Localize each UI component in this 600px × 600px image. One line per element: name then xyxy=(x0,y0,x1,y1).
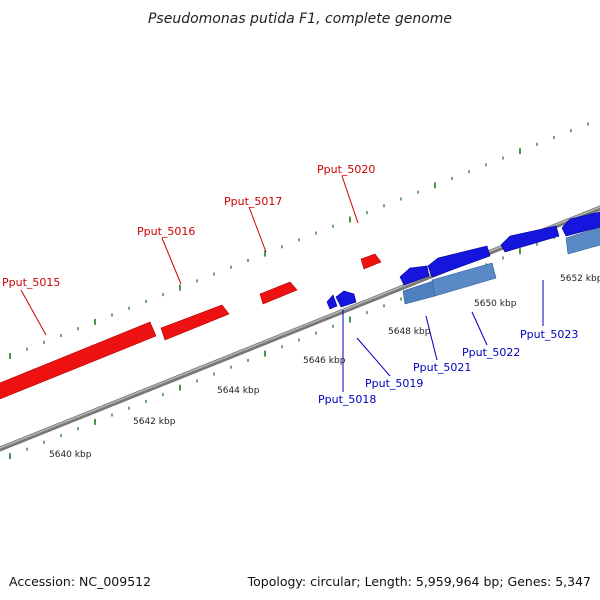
scale-label: 5642 kbp xyxy=(133,417,176,427)
reverse-gene-labels: Pput_5018 Pput_5019 Pput_5021 Pput_5022 … xyxy=(318,280,578,406)
forward-tick-track xyxy=(9,122,589,359)
gene-arrow-pput-5020[interactable] xyxy=(360,253,382,270)
gene-arrow-pput-5022[interactable] xyxy=(427,245,491,278)
gene-label-pput-5021[interactable]: Pput_5021 xyxy=(413,361,471,374)
gene-arrow-pput-5021[interactable] xyxy=(399,265,430,286)
scale-label: 5646 kbp xyxy=(303,356,346,366)
gene-label-pput-5015[interactable]: Pput_5015 xyxy=(2,276,60,289)
gene-arrow-pput-5024[interactable] xyxy=(561,211,600,237)
scale-label: 5640 kbp xyxy=(49,450,92,460)
gene-arrow-pput-5018[interactable] xyxy=(326,294,338,310)
scale-label: 5652 kbp xyxy=(560,274,600,284)
scale-labels: 5640 kbp 5642 kbp 5644 kbp 5646 kbp 5648… xyxy=(49,274,600,460)
reverse-tick-track xyxy=(9,222,589,459)
gene-arrow-pput-5023[interactable] xyxy=(500,225,560,253)
gene-label-pput-5019[interactable]: Pput_5019 xyxy=(365,377,423,390)
scale-label: 5648 kbp xyxy=(388,327,431,337)
gene-arrow-pput-5019[interactable] xyxy=(335,290,357,308)
forward-genes xyxy=(0,253,382,403)
gene-label-pput-5017[interactable]: Pput_5017 xyxy=(224,195,282,208)
genome-summary-text: Topology: circular; Length: 5,959,964 bp… xyxy=(247,574,591,589)
scale-label: 5650 kbp xyxy=(474,299,517,309)
rna-feature-2[interactable] xyxy=(431,262,497,297)
gene-label-pput-5020[interactable]: Pput_5020 xyxy=(317,163,375,176)
gene-label-pput-5016[interactable]: Pput_5016 xyxy=(137,225,195,238)
gene-arrow-pput-5014[interactable] xyxy=(0,321,157,403)
scale-label: 5644 kbp xyxy=(217,386,260,396)
accession-text: Accession: NC_009512 xyxy=(9,574,151,589)
gene-label-pput-5022[interactable]: Pput_5022 xyxy=(462,346,520,359)
gene-label-pput-5023[interactable]: Pput_5023 xyxy=(520,328,578,341)
rna-features xyxy=(402,226,600,305)
gene-arrow-pput-5016[interactable] xyxy=(259,281,298,305)
reverse-genes xyxy=(326,211,600,310)
gene-label-pput-5018[interactable]: Pput_5018 xyxy=(318,393,376,406)
genome-title: Pseudomonas putida F1, complete genome xyxy=(148,11,452,27)
gene-arrow-pput-5015[interactable] xyxy=(160,304,230,341)
forward-gene-labels: Pput_5015 Pput_5016 Pput_5017 Pput_5020 xyxy=(2,163,375,336)
rna-feature-3[interactable] xyxy=(565,226,600,255)
